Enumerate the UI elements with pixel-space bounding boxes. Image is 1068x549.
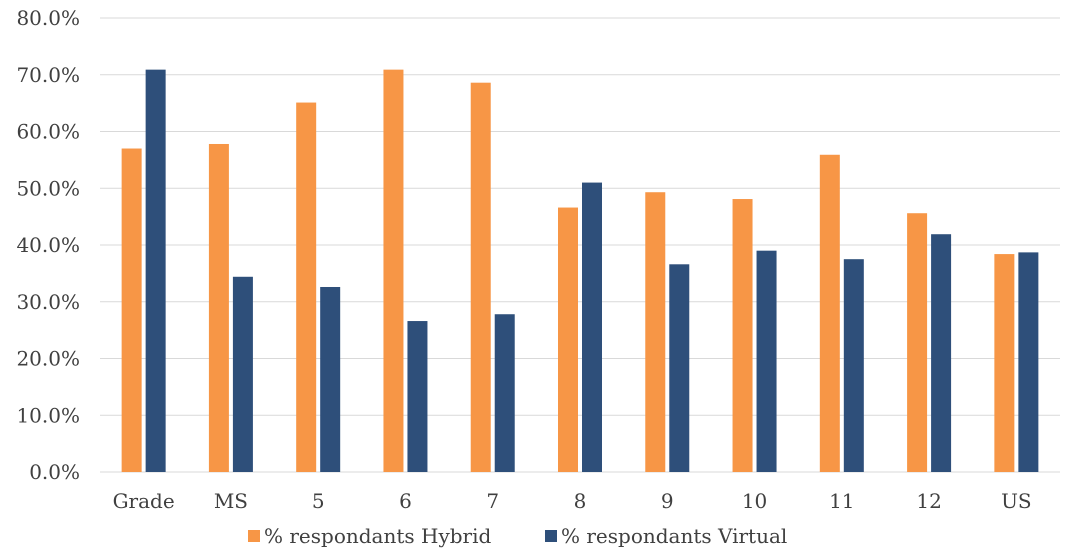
x-category-label: MS [214, 489, 248, 513]
bar-virtual-5 [320, 286, 341, 472]
legend-label-virtual: % respondants Virtual [561, 524, 787, 548]
legend: % respondants Hybrid % respondants Virtua… [248, 524, 787, 548]
x-category-label: 6 [399, 489, 412, 513]
bar-hybrid-9 [645, 192, 666, 472]
bar-hybrid-7 [470, 82, 491, 472]
bars [121, 69, 1039, 473]
bar-virtual-6 [407, 321, 428, 472]
y-tick-label: 10.0% [16, 403, 80, 427]
y-tick-label: 60.0% [16, 120, 80, 144]
x-category-label: 8 [574, 489, 587, 513]
x-category-label: 5 [312, 489, 325, 513]
bar-virtual-10 [756, 250, 777, 472]
bar-virtual-8 [582, 182, 602, 472]
bar-virtual-MS [232, 276, 253, 472]
legend-swatch-hybrid [248, 530, 260, 542]
y-tick-label: 40.0% [16, 233, 80, 257]
bar-hybrid-5 [296, 102, 317, 473]
y-tick-label: 20.0% [16, 347, 80, 371]
x-category-label: 9 [661, 489, 674, 513]
bar-hybrid-8 [558, 207, 578, 473]
bar-virtual-11 [843, 259, 864, 472]
legend-swatch-virtual [545, 530, 557, 542]
bar-hybrid-MS [208, 143, 229, 473]
x-category-label: Grade [113, 489, 175, 513]
x-category-label: US [1001, 489, 1032, 513]
bar-virtual-7 [494, 314, 515, 472]
gridlines [100, 17, 1060, 473]
x-axis-category-labels: Grade MS 5 6 7 8 9 10 11 12 US [113, 489, 1032, 513]
bar-hybrid-6 [383, 69, 404, 472]
bar-hybrid-10 [732, 199, 753, 472]
y-tick-label: 70.0% [16, 63, 80, 87]
bar-hybrid-US [994, 254, 1015, 472]
legend-label-hybrid: % respondants Hybrid [264, 524, 492, 548]
bar-virtual-US [1018, 252, 1039, 472]
y-axis-tick-labels: 0.0% 10.0% 20.0% 30.0% 40.0% 50.0% 60.0% 70.0% 8… [16, 6, 80, 484]
bar-virtual-Grade [145, 69, 166, 472]
bar-virtual-12 [931, 234, 952, 472]
bar-hybrid-11 [819, 154, 840, 472]
bar-virtual-9 [669, 264, 690, 472]
bar-hybrid-12 [907, 213, 928, 472]
bar-hybrid-Grade [121, 148, 142, 472]
y-tick-label: 30.0% [16, 290, 80, 314]
x-category-label: 7 [486, 489, 499, 513]
x-category-label: 11 [829, 489, 854, 513]
y-tick-label: 50.0% [16, 176, 80, 200]
y-tick-label: 0.0% [29, 460, 80, 484]
x-category-label: 10 [742, 489, 767, 513]
y-tick-label: 80.0% [16, 6, 80, 30]
x-category-label: 12 [916, 489, 941, 513]
